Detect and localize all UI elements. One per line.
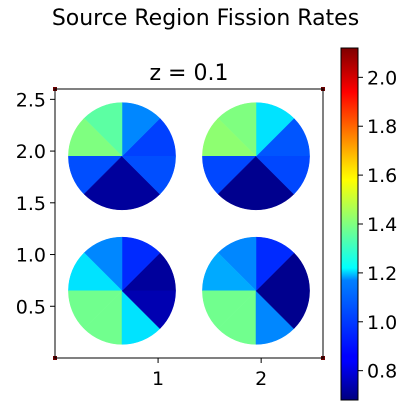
pin-sector: [121, 290, 176, 330]
figure-title: Source Region Fission Rates: [51, 6, 360, 31]
fuel-pin: [68, 236, 176, 345]
colorbar-tick-label: 2.0: [367, 67, 397, 89]
x-tick-label: 2: [255, 368, 267, 390]
colorbar-tick-label: 1.2: [367, 263, 397, 285]
colorbar-tick-label: 1.4: [367, 214, 397, 236]
y-tick-label: 0.5: [16, 296, 46, 318]
plot-frame: [54, 88, 324, 359]
axes-title: z = 0.1: [150, 61, 229, 86]
colorbar-tick-label: 1.8: [367, 116, 397, 138]
colorbar: 0.8 1.0 1.2 1.4 1.6 1.8 2.0: [340, 47, 397, 401]
colorbar-tick-label: 0.8: [367, 361, 397, 383]
fuel-pin: [202, 102, 310, 211]
y-tick-label: 2.5: [16, 89, 46, 111]
x-tick-label: 1: [152, 368, 164, 390]
colorbar-gradient: [340, 47, 359, 401]
colorbar-tick-label: 1.0: [367, 312, 397, 334]
y-tick-label: 1.5: [16, 193, 46, 215]
pin-sector: [255, 156, 310, 195]
fuel-pin: [202, 236, 310, 345]
pin-sector: [255, 290, 310, 330]
colorbar-tick-label: 1.6: [367, 165, 397, 187]
pin-sector: [121, 156, 176, 195]
y-tick-label: 1.0: [16, 245, 46, 267]
plot-area: [53, 87, 325, 360]
fuel-pin: [68, 102, 176, 211]
y-tick-label: 2.0: [16, 141, 46, 163]
